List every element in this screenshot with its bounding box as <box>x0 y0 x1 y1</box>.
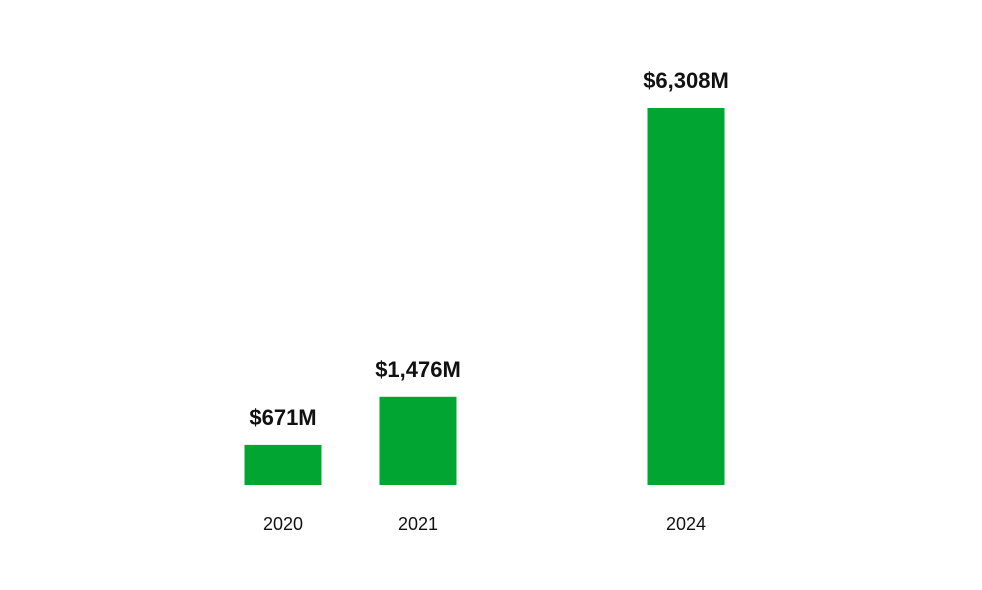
value-label-2021: $1,476M <box>375 357 461 382</box>
category-label-2021: 2021 <box>398 514 438 534</box>
bar-2020 <box>244 444 322 485</box>
bars-layer <box>244 108 725 485</box>
bar-2024 <box>647 108 725 485</box>
category-label-2024: 2024 <box>666 514 706 534</box>
category-labels-layer: 2020 2021 2024 <box>263 514 706 534</box>
category-label-2020: 2020 <box>263 514 303 534</box>
value-label-2020: $671M <box>249 405 316 430</box>
value-label-2024: $6,308M <box>643 68 729 93</box>
value-labels-layer: $671M $1,476M $6,308M <box>249 68 728 430</box>
bar-2021 <box>379 396 457 485</box>
